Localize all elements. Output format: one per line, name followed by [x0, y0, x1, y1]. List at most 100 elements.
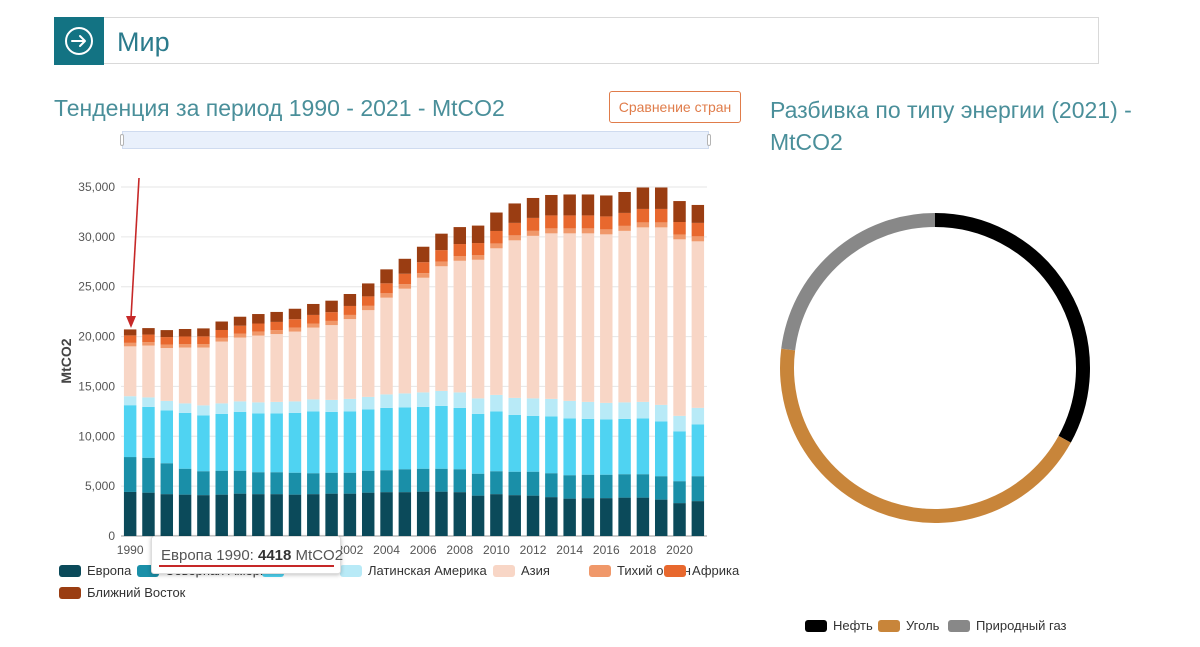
bar-segment[interactable] [343, 411, 357, 473]
bar-segment[interactable] [416, 273, 430, 278]
bar-segment[interactable] [673, 234, 686, 240]
bar-segment[interactable] [600, 419, 613, 475]
bar-segment[interactable] [215, 341, 228, 404]
bar-segment[interactable] [654, 187, 668, 209]
bar-segment[interactable] [142, 406, 155, 458]
bar-segment[interactable] [563, 475, 576, 499]
bar-segment[interactable] [398, 288, 412, 394]
bar-segment[interactable] [581, 194, 595, 216]
bar-segment[interactable] [142, 345, 155, 398]
bar-segment[interactable] [545, 194, 558, 216]
bar-segment[interactable] [563, 215, 576, 229]
bar-segment[interactable] [160, 494, 174, 536]
bar-segment[interactable] [178, 328, 192, 337]
bar-segment[interactable] [325, 312, 338, 321]
bar-segment[interactable] [545, 233, 558, 399]
bar-segment[interactable] [581, 233, 595, 402]
bar-segment[interactable] [343, 319, 357, 399]
bar-segment[interactable] [471, 259, 485, 399]
bar-segment[interactable] [380, 283, 393, 294]
bar-segment[interactable] [581, 498, 595, 536]
bar-segment[interactable] [325, 493, 338, 536]
bar-segment[interactable] [600, 402, 613, 420]
bar-segment[interactable] [581, 228, 595, 234]
range-end-handle[interactable] [707, 134, 711, 146]
bar-segment[interactable] [490, 212, 503, 231]
bar-segment[interactable] [215, 403, 228, 414]
bar-segment[interactable] [691, 236, 705, 242]
bar-segment[interactable] [654, 499, 668, 536]
bar-segment[interactable] [197, 328, 210, 337]
bar-segment[interactable] [288, 494, 302, 536]
bar-segment[interactable] [508, 203, 521, 223]
bar-segment[interactable] [343, 314, 357, 320]
bar-segment[interactable] [545, 416, 558, 474]
bar-segment[interactable] [197, 415, 210, 472]
bar-segment[interactable] [453, 260, 467, 393]
bar-segment[interactable] [563, 228, 576, 234]
bar-segment[interactable] [526, 230, 540, 236]
bar-segment[interactable] [197, 471, 210, 496]
bar-segment[interactable] [673, 239, 686, 416]
bar-segment[interactable] [123, 491, 137, 536]
bar-segment[interactable] [197, 405, 210, 416]
range-start-handle[interactable] [120, 134, 124, 146]
bar-segment[interactable] [178, 344, 192, 348]
bar-segment[interactable] [197, 495, 210, 536]
bar-segment[interactable] [526, 495, 540, 536]
bar-segment[interactable] [563, 400, 576, 419]
bar-segment[interactable] [453, 469, 467, 493]
bar-segment[interactable] [123, 457, 137, 492]
bar-segment[interactable] [526, 217, 540, 231]
region-header-badge[interactable] [54, 17, 104, 65]
bar-segment[interactable] [123, 342, 137, 347]
bar-segment[interactable] [435, 390, 448, 406]
bar-segment[interactable] [600, 498, 613, 536]
bar-segment[interactable] [673, 481, 686, 504]
bar-segment[interactable] [215, 494, 228, 536]
bar-segment[interactable] [270, 413, 283, 473]
bar-segment[interactable] [453, 407, 467, 470]
bar-segment[interactable] [215, 470, 228, 495]
bar-segment[interactable] [398, 284, 412, 289]
bar-segment[interactable] [526, 197, 540, 218]
bar-segment[interactable] [123, 335, 137, 343]
bar-segment[interactable] [471, 243, 485, 256]
bar-segment[interactable] [416, 262, 430, 274]
bar-segment[interactable] [233, 325, 247, 334]
bar-segment[interactable] [435, 266, 448, 391]
year-range-slider[interactable] [120, 131, 711, 149]
bar-segment[interactable] [490, 471, 503, 495]
bar-segment[interactable] [123, 396, 137, 406]
bar-segment[interactable] [288, 308, 302, 320]
bar-segment[interactable] [270, 334, 283, 402]
bar-segment[interactable] [288, 472, 302, 495]
bar-segment[interactable] [142, 334, 155, 343]
bar-segment[interactable] [691, 204, 705, 223]
bar-segment[interactable] [453, 227, 467, 245]
bar-segment[interactable] [307, 323, 320, 328]
bar-segment[interactable] [471, 398, 485, 414]
bar-segment[interactable] [252, 472, 265, 495]
bar-segment[interactable] [508, 235, 521, 241]
bar-segment[interactable] [307, 399, 320, 412]
bar-segment[interactable] [142, 492, 155, 536]
bar-segment[interactable] [215, 329, 228, 338]
bar-segment[interactable] [435, 405, 448, 469]
bar-segment[interactable] [160, 463, 174, 495]
bar-segment[interactable] [178, 412, 192, 469]
bar-segment[interactable] [197, 336, 210, 345]
bar-segment[interactable] [600, 234, 613, 403]
legend-item[interactable]: Ближний Восток [59, 584, 185, 600]
bar-segment[interactable] [545, 497, 558, 536]
bar-segment[interactable] [435, 468, 448, 492]
bar-segment[interactable] [563, 418, 576, 476]
bar-segment[interactable] [508, 240, 521, 398]
bar-segment[interactable] [343, 493, 357, 536]
bar-segment[interactable] [361, 492, 375, 536]
bar-segment[interactable] [215, 413, 228, 471]
bar-segment[interactable] [673, 431, 686, 482]
bar-segment[interactable] [600, 195, 613, 217]
bar-segment[interactable] [654, 227, 668, 405]
bar-segment[interactable] [636, 474, 650, 498]
